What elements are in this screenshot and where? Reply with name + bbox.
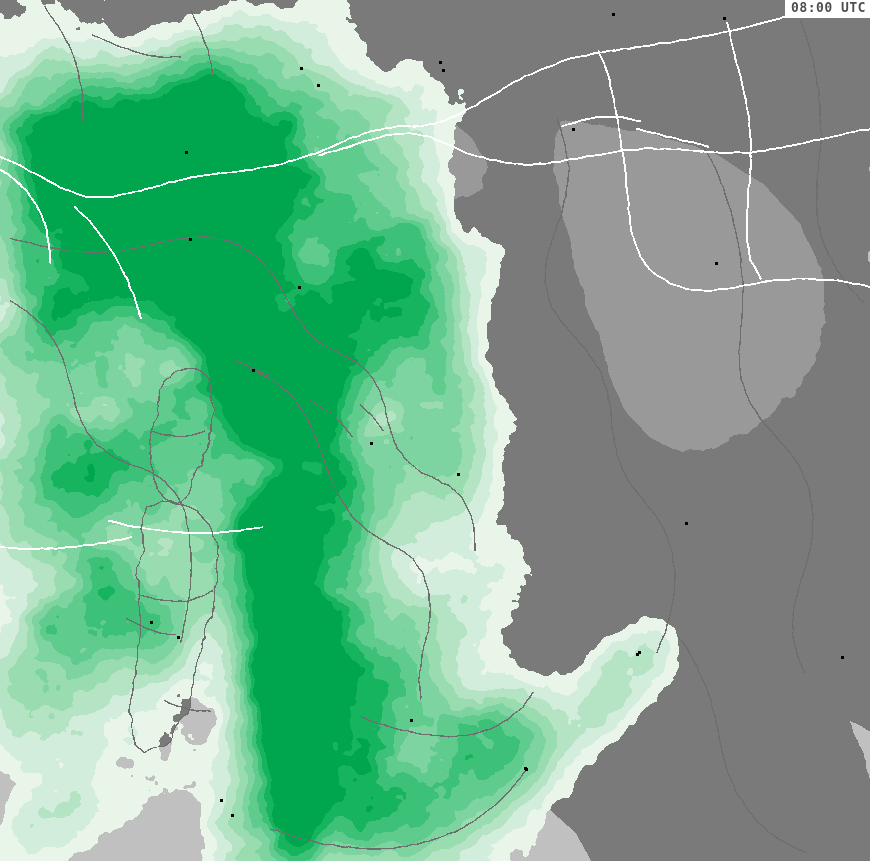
timestamp-badge: 08:00 UTC: [785, 0, 870, 18]
